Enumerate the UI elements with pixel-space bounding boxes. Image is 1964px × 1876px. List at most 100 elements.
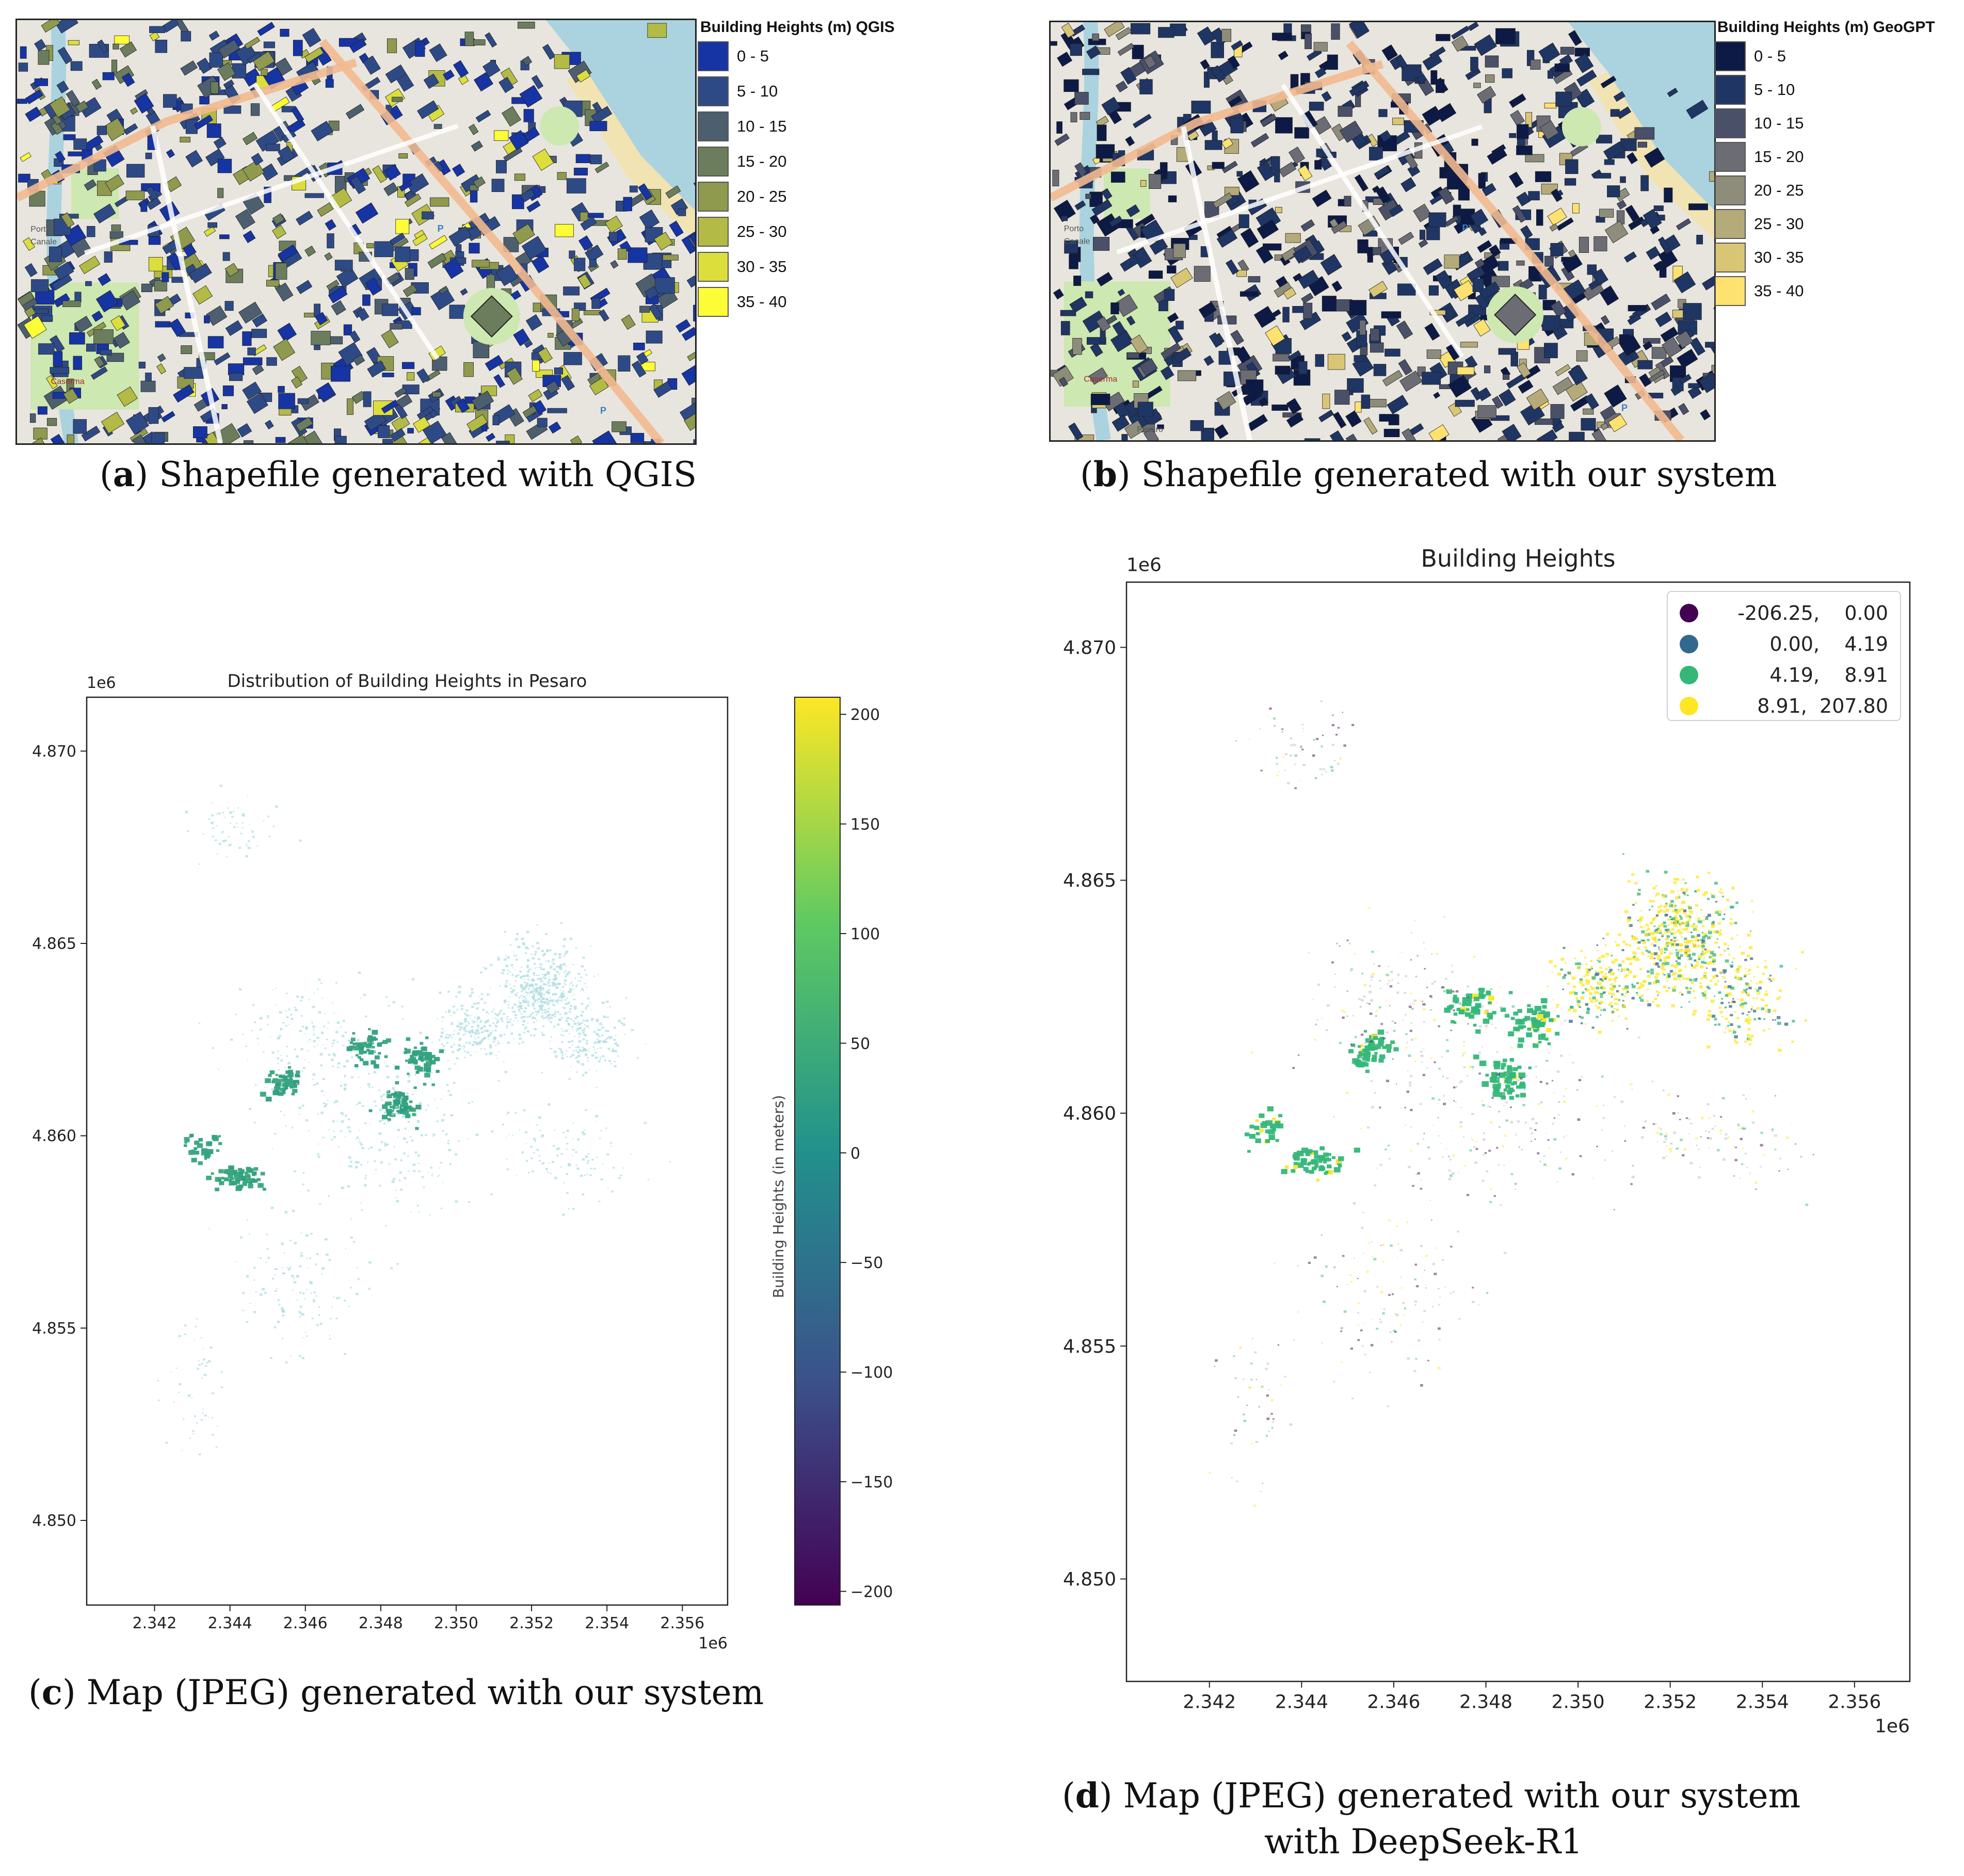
chart-d-building-point [1386,1049,1391,1053]
qgis-building [243,357,263,365]
chart-c-building-point [572,1149,575,1151]
qgis-legend-row: 10 - 15 [698,111,787,141]
chart-c-building-point [516,996,518,997]
chart-c-building-point [614,1065,617,1068]
chart-c-building-point [572,964,574,966]
chart-c-building-point [387,1101,392,1105]
geogpt-building [1124,420,1145,439]
chart-c-building-point [572,989,573,990]
chart-c-building-point [573,989,575,990]
chart-d-building-point [1635,902,1637,904]
chart-d-building-point [1675,911,1678,914]
geogpt-building [1158,299,1168,311]
chart-c-building-point [183,1418,185,1420]
chart-c-building-point [286,992,288,995]
qgis-building [90,366,108,380]
chart-c-building-point [344,1083,347,1086]
geogpt-building [1535,171,1552,182]
chart-d-building-point [1706,967,1708,969]
chart-d-building-point [1711,894,1715,899]
chart-c-building-point [545,1168,548,1171]
chart-c-building-point [474,1036,475,1038]
chart-d-building-point [1591,987,1595,990]
chart-d-building-point [1631,997,1635,1000]
chart-c-building-point [414,1074,416,1076]
chart-c-building-point [358,971,361,974]
chart-c-building-point [443,1114,446,1116]
chart-d-building-point [1651,937,1655,940]
chart-d-building-point [1677,909,1681,913]
qgis-legend-label: 35 - 40 [737,293,787,311]
chart-c-building-point [321,997,323,999]
chart-d-building-point [1647,933,1651,936]
chart-d-building-point [1747,934,1751,937]
geogpt-building [1132,114,1152,129]
chart-c-building-point [300,1252,302,1254]
chart-c-building-point [532,979,535,982]
chart-d-building-point [1362,1056,1367,1061]
chart-c-building-point [374,1100,376,1102]
geogpt-building [1331,220,1348,234]
geogpt-legend-swatch [1715,142,1746,172]
qgis-building [417,100,439,119]
geogpt-building [1314,67,1327,78]
qgis-building [545,380,560,394]
chart-c-building-point [510,987,512,989]
chart-c-building-point [468,1022,470,1024]
chart-c-building-point [263,821,264,822]
geogpt-building [1262,243,1282,251]
qgis-building [297,398,309,404]
chart-c-building-point [294,1048,296,1050]
chart-c-building-point [582,956,585,959]
qgis-building [74,292,82,302]
chart-d-building-point [1541,1033,1546,1037]
chart-c-building-point [595,1115,599,1118]
chart-c-building-point [476,1020,478,1022]
chart-d-building-point [1562,988,1564,990]
chart-c-building-point [534,967,536,969]
chart-c-building-point [360,997,362,999]
chart-c-building-point [242,1033,244,1035]
chart-c-building-point [253,1179,258,1183]
chart-d-building-point [1646,1000,1649,1002]
chart-c-building-point [511,1023,514,1025]
chart-d-building-point [1684,937,1687,940]
chart-c-building-point [238,1168,243,1172]
geogpt-building [1484,365,1491,374]
chart-c-building-point [212,1434,214,1436]
chart-c-building-point [344,1075,346,1077]
chart-c-building-point [242,827,244,828]
qgis-building [145,152,152,159]
chart-d-building-point [1730,1014,1733,1017]
geogpt-building [1525,112,1533,128]
chart-c-building-point [282,1082,288,1087]
chart-d-building-point [1746,988,1748,990]
chart-c-building-point [521,1041,524,1044]
chart-c-building-point [272,1277,275,1280]
chart-d-building-point [1486,991,1491,996]
chart-d-building-point [1655,980,1660,983]
chart-c-building-point [539,986,542,988]
chart-c-building-point [208,1417,210,1418]
chart-c-building-point [598,1035,601,1037]
chart-c-building-point [442,1130,444,1132]
chart-d-building-point [1732,998,1734,1000]
chart-d-building-point [1587,1008,1590,1011]
chart-c-building-point [526,966,529,968]
chart-c-building-point [542,976,545,979]
qgis-building [109,231,123,239]
chart-c-building-point [565,1029,568,1032]
chart-c-building-point [583,1019,585,1022]
geogpt-building [1429,46,1446,60]
chart-c-building-point [447,990,450,993]
chart-c-building-point [356,1103,358,1105]
chart-c-building-point [327,1021,329,1023]
chart-c-building-point [583,1028,586,1030]
chart-d-building-point [1758,1018,1761,1020]
chart-c-building-point [312,1005,315,1008]
chart-c-building-point [280,1087,285,1092]
chart-c-building-point [577,1046,580,1048]
chart-c-building-point [337,1146,340,1148]
chart-c-building-point [541,964,543,965]
chart-c-building-point [455,1153,458,1156]
